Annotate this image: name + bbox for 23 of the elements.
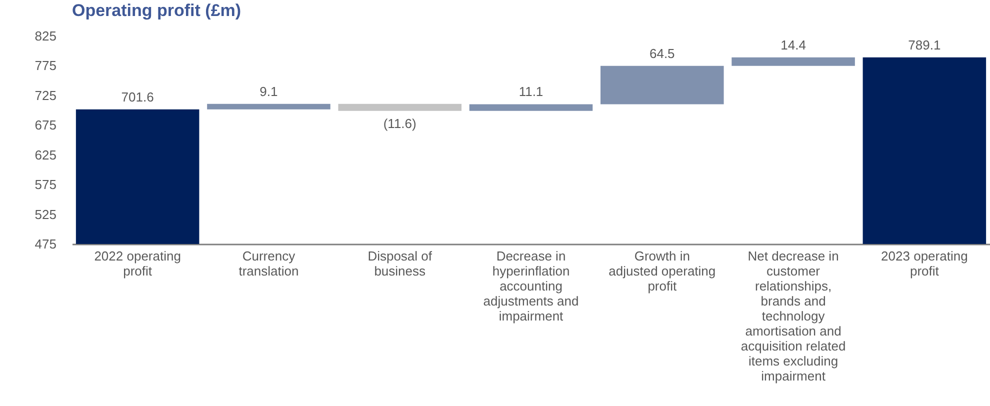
y-tick-label: 725: [34, 88, 56, 103]
data-label: 789.1: [908, 37, 941, 52]
y-tick-label: 825: [34, 28, 56, 44]
y-tick-label: 575: [34, 177, 56, 192]
x-tick-label: Decrease in hyperinflation accounting adjustments and impairment: [483, 248, 579, 324]
data-label: 11.1: [518, 84, 544, 100]
x-tick-label: Currency translation: [238, 248, 299, 278]
data-label: 64.5: [649, 46, 675, 61]
y-tick-label: 625: [34, 147, 56, 162]
x-tick-label: Disposal of business: [368, 248, 432, 278]
data-label: 9.1: [260, 84, 278, 99]
data-label: (11.6): [383, 116, 416, 131]
x-tick-label: Growth in adjusted operating profit: [608, 248, 716, 294]
chart-title: Operating profit (£m): [72, 1, 242, 20]
y-tick-label: 775: [34, 58, 56, 74]
data-label: 701.6: [121, 89, 154, 104]
y-tick-label: 675: [34, 118, 56, 133]
y-tick-label: 525: [34, 206, 56, 222]
category-label: Net decrease in customer relationships, brands and technology amortisation and acquisition related items excluding impairment: [740, 248, 846, 384]
data-label: 14.4: [780, 37, 806, 52]
x-tick-label: 2023 operating profit: [881, 248, 968, 278]
x-tick-label: 2022 operating profit: [94, 248, 181, 278]
y-tick-label: 475: [34, 236, 56, 252]
